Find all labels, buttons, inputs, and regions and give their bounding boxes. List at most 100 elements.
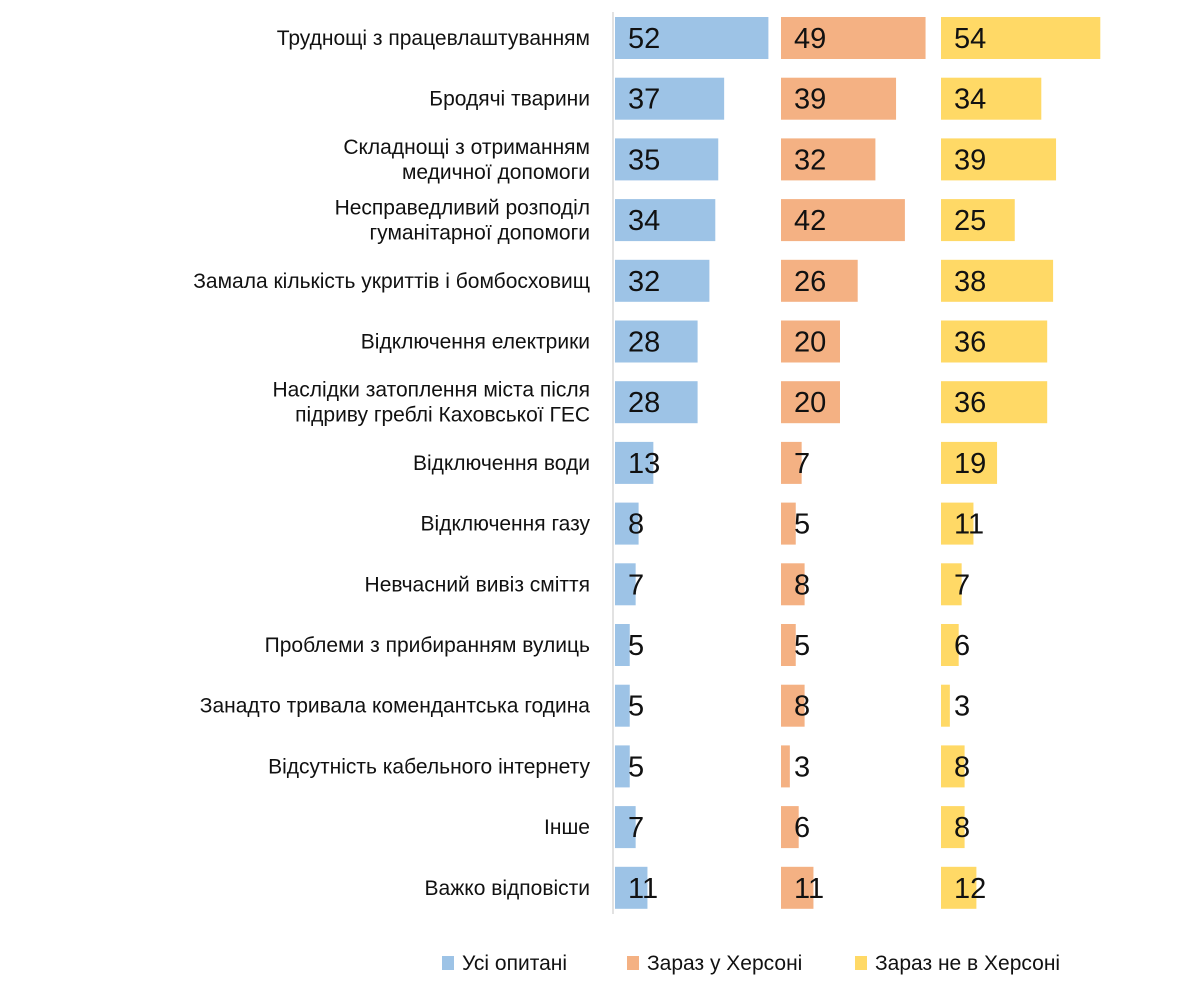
data-label: 35 <box>628 144 660 176</box>
category-label: Проблеми з прибиранням вулиць <box>265 634 590 657</box>
category-label: Труднощі з працевлаштуванням <box>277 27 590 50</box>
bar <box>941 441 998 484</box>
category-label: Відсутність кабельного інтернету <box>268 755 590 778</box>
legend-label: Зараз у Херсоні <box>647 952 802 975</box>
data-label: 49 <box>794 23 826 55</box>
data-label: 7 <box>794 448 810 480</box>
bars-layer: 5237353432282813875557114939324226202075… <box>615 17 1101 909</box>
data-label: 42 <box>794 205 826 237</box>
data-label: 32 <box>794 144 826 176</box>
data-label: 5 <box>628 751 644 783</box>
bar <box>781 138 876 181</box>
data-label: 5 <box>628 691 644 723</box>
category-label: Важко відповісти <box>425 877 590 900</box>
category-label: Бродячі тварини <box>429 88 590 111</box>
category-label: Відключення електрики <box>361 331 590 354</box>
legend-label: Зараз не в Херсоні <box>875 952 1060 975</box>
legend-swatch <box>627 956 639 970</box>
data-label: 20 <box>794 387 826 419</box>
data-label: 34 <box>628 205 660 237</box>
data-label: 3 <box>794 751 810 783</box>
data-label: 26 <box>794 266 826 298</box>
category-label: Замала кількість укриттів і бомбосховищ <box>193 270 590 293</box>
data-label: 12 <box>954 873 986 905</box>
series-1: 52 37 35 34 32 28 28 13 8 7 5 5 5 7 11 <box>615 17 769 909</box>
category-label: Несправедливий розподіл гуманітарної допо… <box>335 197 590 245</box>
category-labels: Труднощі з працевлаштуванням Бродячі твар… <box>193 27 590 900</box>
data-label: 28 <box>628 327 660 359</box>
category-label: Інше <box>544 816 590 839</box>
category-label: Відключення газу <box>421 513 591 536</box>
data-label: 54 <box>954 23 986 55</box>
bar <box>941 17 1101 59</box>
bar <box>941 259 1054 302</box>
bar <box>941 563 962 606</box>
bar <box>941 806 965 849</box>
bar <box>615 17 769 59</box>
bar <box>781 259 858 302</box>
bar <box>615 320 698 363</box>
bar <box>941 320 1048 363</box>
bar <box>615 77 725 120</box>
bar <box>615 684 630 727</box>
bar <box>781 17 926 59</box>
bar <box>781 866 814 909</box>
data-label: 36 <box>954 387 986 419</box>
data-label: 34 <box>954 84 986 116</box>
data-label: 7 <box>628 569 644 601</box>
bar <box>941 199 1015 242</box>
data-label: 39 <box>794 84 826 116</box>
bar <box>941 684 950 727</box>
bar <box>781 381 840 424</box>
data-label: 11 <box>794 873 824 905</box>
category-label: Складнощі з отриманням медичної допомоги <box>343 136 590 184</box>
bar <box>781 199 905 242</box>
data-label: 37 <box>628 84 660 116</box>
data-label: 25 <box>954 205 986 237</box>
bar <box>615 866 648 909</box>
data-label: 6 <box>954 630 970 662</box>
bar <box>615 806 636 849</box>
legend: Усі опитані Зараз у Херсоні Зараз не в Хер… <box>442 952 1060 975</box>
data-label: 5 <box>794 509 810 541</box>
data-label: 28 <box>628 387 660 419</box>
data-label: 13 <box>628 448 660 480</box>
data-label: 7 <box>628 812 644 844</box>
bar <box>615 441 654 484</box>
bar <box>615 259 710 302</box>
bar <box>615 138 719 181</box>
bar <box>941 502 974 545</box>
data-label: 36 <box>954 327 986 359</box>
bar <box>781 77 897 120</box>
bar <box>615 502 639 545</box>
bar <box>781 502 796 545</box>
data-label: 8 <box>954 812 970 844</box>
category-label: Наслідки затоплення міста після підриву г… <box>272 379 590 427</box>
data-label: 8 <box>628 509 644 541</box>
bar <box>781 624 796 666</box>
data-label: 38 <box>954 266 986 298</box>
legend-swatch <box>855 956 867 970</box>
data-label: 5 <box>628 630 644 662</box>
data-label: 8 <box>954 751 970 783</box>
bar <box>941 138 1057 181</box>
legend-label: Усі опитані <box>462 952 567 975</box>
bar <box>941 624 959 666</box>
data-label: 8 <box>794 691 810 723</box>
bar <box>781 320 840 363</box>
category-label: Невчасний вивіз сміття <box>365 573 590 596</box>
bar <box>941 77 1042 120</box>
legend-item: Усі опитані <box>442 952 567 975</box>
bar <box>615 199 716 242</box>
data-label: 11 <box>954 509 984 541</box>
legend-item: Зараз у Херсоні <box>627 952 802 975</box>
bar <box>615 381 698 424</box>
data-label: 7 <box>954 569 970 601</box>
legend-swatch <box>442 956 454 970</box>
category-label: Занадто тривала комендантська година <box>200 695 591 718</box>
bar <box>781 563 805 606</box>
category-label: Відключення води <box>413 452 590 475</box>
bar <box>615 624 630 666</box>
